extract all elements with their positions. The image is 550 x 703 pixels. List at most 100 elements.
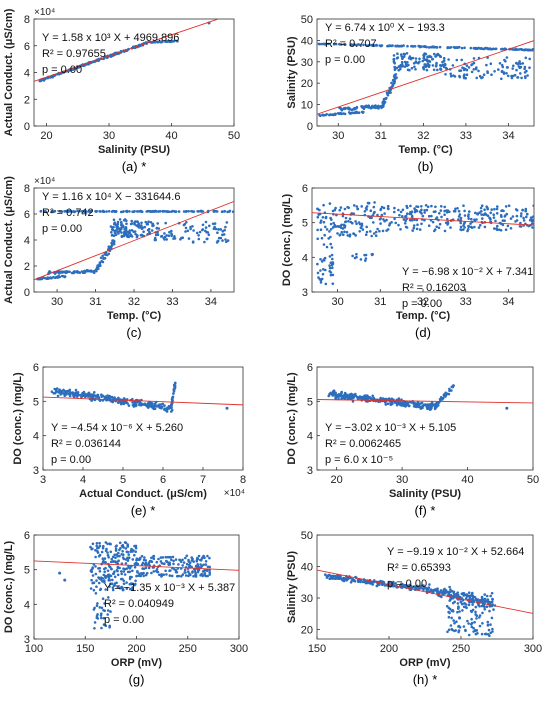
data-point [203, 240, 206, 244]
data-point [59, 390, 63, 394]
data-point [203, 569, 206, 572]
data-point [424, 65, 428, 68]
data-point [100, 616, 103, 620]
data-point [92, 588, 96, 592]
y-tick-label: 0 [24, 121, 30, 133]
data-point [90, 578, 93, 582]
data-point [482, 73, 486, 76]
data-point [91, 542, 95, 546]
regression-annotation: p = 0.00 [42, 64, 82, 76]
data-point [43, 78, 46, 81]
data-point [170, 406, 173, 409]
x-axis-label: ORP (mV) [399, 657, 450, 669]
data-point [173, 386, 177, 390]
data-point [91, 566, 94, 569]
x-tick-label: 30 [51, 296, 63, 308]
data-point [372, 232, 376, 235]
data-point [407, 57, 411, 60]
data-point [109, 542, 112, 546]
data-point [131, 582, 135, 585]
data-point [122, 582, 126, 586]
data-point [170, 39, 173, 43]
data-point [364, 580, 368, 583]
data-point [413, 65, 416, 69]
data-point [128, 570, 131, 574]
data-point [393, 210, 396, 214]
regression-annotation: R² = 0.040949 [104, 598, 174, 610]
data-point [331, 257, 334, 261]
data-point [483, 593, 487, 596]
data-point [418, 45, 422, 49]
regression-annotation: R² = 0.65393 [387, 562, 451, 574]
data-point [130, 235, 134, 238]
data-point [122, 397, 126, 400]
data-point [385, 96, 388, 100]
data-point [204, 560, 208, 563]
data-point [471, 594, 475, 598]
data-point [424, 204, 428, 207]
data-point [460, 58, 464, 62]
data-point [123, 573, 127, 576]
data-point [143, 402, 146, 406]
data-point [106, 553, 110, 557]
data-point [435, 61, 438, 65]
data-point [329, 216, 332, 220]
data-point [163, 407, 166, 411]
data-point [328, 202, 332, 205]
data-point [422, 404, 425, 407]
data-point [136, 234, 139, 237]
data-point [166, 555, 170, 559]
data-point [390, 402, 394, 405]
data-point [115, 225, 118, 229]
data-point [448, 387, 451, 391]
data-point [449, 72, 453, 76]
data-point [489, 631, 493, 635]
x-tick-label: 31 [89, 296, 101, 308]
data-point [184, 571, 187, 574]
data-point [136, 558, 139, 561]
data-point [379, 222, 382, 225]
y-tick-label: 4 [24, 68, 30, 80]
data-point [439, 396, 443, 399]
data-point [346, 234, 350, 237]
data-point [135, 562, 138, 566]
data-point [157, 210, 160, 213]
data-point [127, 404, 131, 407]
data-point [504, 205, 508, 208]
data-point [422, 67, 426, 71]
data-point [114, 233, 118, 236]
data-point [376, 227, 379, 231]
data-point [91, 574, 95, 577]
data-point [423, 211, 427, 214]
data-point [147, 566, 151, 570]
data-point [435, 53, 439, 57]
data-point [324, 282, 328, 286]
data-point [111, 588, 115, 592]
data-point [141, 561, 145, 565]
data-point [401, 208, 405, 212]
data-point [421, 587, 425, 590]
x-tick-label: 50 [527, 474, 539, 486]
data-point [447, 592, 451, 596]
data-point [370, 253, 374, 256]
data-point [115, 581, 118, 585]
data-point [465, 73, 469, 76]
data-point [345, 395, 348, 399]
scatter-points [312, 201, 534, 286]
data-point [370, 216, 373, 219]
data-point [464, 628, 467, 632]
data-point [448, 611, 451, 615]
data-point [137, 210, 141, 213]
data-point [469, 623, 473, 626]
data-point [485, 605, 489, 608]
data-point [204, 563, 208, 566]
data-point [225, 221, 229, 224]
data-point [147, 227, 151, 231]
data-point [442, 588, 446, 592]
y-tick-label: 6 [302, 183, 308, 195]
data-point [392, 57, 396, 61]
data-point [201, 574, 204, 578]
data-point [53, 276, 57, 280]
data-point [126, 233, 130, 236]
data-point [331, 209, 335, 213]
